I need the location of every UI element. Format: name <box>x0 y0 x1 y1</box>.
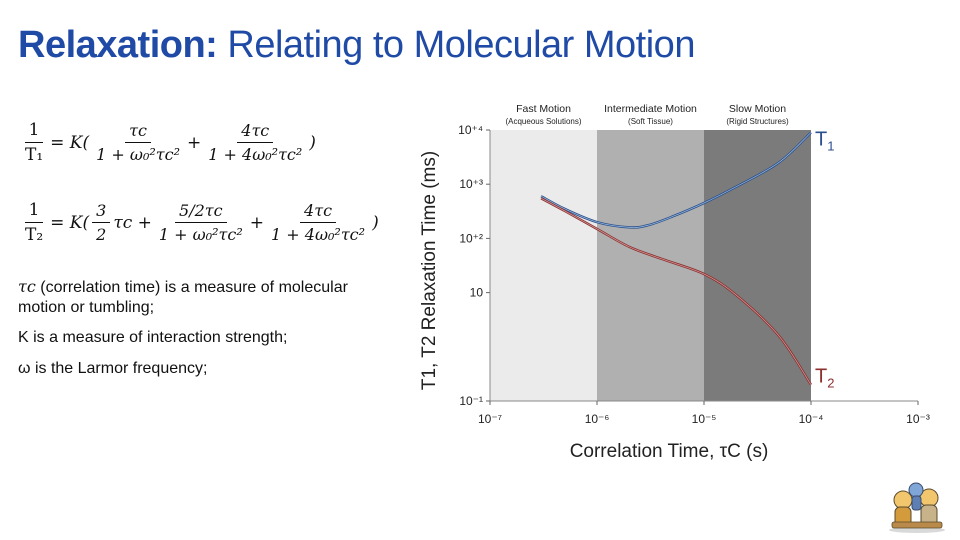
t2-term2-num: 4τc <box>300 201 337 223</box>
t2-eq: = K( <box>50 212 90 233</box>
equation-t1: 1 T₁ = K( τc 1 + ω₀²τc² + 4τc 1 + 4ω₀²τc² ) <box>18 120 316 165</box>
tau-description: τc (correlation time) is a measure of mo… <box>18 277 348 318</box>
y-tick-label-1: 10 <box>470 286 484 300</box>
k-description: K is a measure of interaction strength; <box>18 329 288 346</box>
series-label-t1: T1 <box>815 128 834 153</box>
y-tick-label-3: 10⁺³ <box>459 177 483 191</box>
t1-term2-num: 4τc <box>237 121 274 143</box>
y-tick-label-4: 10⁺⁴ <box>458 123 483 137</box>
x-tick-label-3: 10⁻⁴ <box>799 412 824 426</box>
series-highlight-t1 <box>540 132 812 228</box>
region-title-0: Fast Motion <box>516 103 571 115</box>
t2-close: ) <box>372 212 379 233</box>
region-subtitle-2: (Rigid Structures) <box>726 117 789 126</box>
region-title-2: Slow Motion <box>729 103 786 115</box>
tau-text: (correlation time) is a measure of molec… <box>18 279 348 316</box>
t1-lhs-den: T₁ <box>25 145 44 165</box>
t1-lhs-num: 1 <box>24 120 44 143</box>
t2-lhs-num: 1 <box>24 200 44 223</box>
region-subtitle-0: (Acqueous Solutions) <box>505 117 581 126</box>
region-title-1: Intermediate Motion <box>604 103 697 115</box>
t1-term1-num: τc <box>125 121 151 143</box>
title-bold: Relaxation: <box>18 24 218 66</box>
x-tick-label-1: 10⁻⁶ <box>585 412 610 426</box>
t1-term2-den: 1 + 4ω₀²τc² <box>208 145 303 164</box>
y-tick-label-2: 10⁺² <box>459 231 483 245</box>
y-axis-label: T1, T2 Relaxation Time (ms) <box>419 151 440 390</box>
series-label-t2: T2 <box>815 366 834 391</box>
t1-lhs: 1 T₁ <box>21 120 47 165</box>
title-rest: Relating to Molecular Motion <box>217 24 695 66</box>
t2-term1: 5/2τc 1 + ω₀²τc² <box>155 201 247 244</box>
t1-term1-den: 1 + ω₀²τc² <box>96 145 180 164</box>
omega-description: ω is the Larmor frequency; <box>18 360 208 377</box>
x-axis-label: Correlation Time, τC (s) <box>570 441 769 462</box>
t2-plus: + <box>249 212 265 233</box>
x-tick-label-2: 10⁻⁵ <box>692 412 717 426</box>
t1-term1: τc 1 + ω₀²τc² <box>92 121 184 164</box>
t2-lhs: 1 T₂ <box>21 200 47 245</box>
t1-close: ) <box>309 132 316 153</box>
t2-term0-den: 2 <box>96 225 107 244</box>
t1-eq: = K( <box>50 132 90 153</box>
t2-term0-tail: τc + <box>113 212 152 233</box>
slide-title: Relaxation: Relating to Molecular Motion <box>18 24 695 67</box>
region-subtitle-1: (Soft Tissue) <box>628 117 673 126</box>
region-band-0 <box>490 130 597 401</box>
tau-symbol: τc <box>18 277 36 296</box>
x-tick-label-4: 10⁻³ <box>906 412 930 426</box>
region-band-1 <box>597 130 704 401</box>
y-tick-label-0: 10⁻¹ <box>459 394 483 408</box>
series-highlight-t2 <box>540 197 812 385</box>
t2-term2: 4τc 1 + 4ω₀²τc² <box>267 201 369 244</box>
t2-term2-den: 1 + 4ω₀²τc² <box>271 225 366 244</box>
t2-lhs-den: T₂ <box>25 225 44 245</box>
t1-term2: 4τc 1 + 4ω₀²τc² <box>204 121 306 164</box>
x-tick-label-0: 10⁻⁷ <box>478 412 502 426</box>
t2-term1-den: 1 + ω₀²τc² <box>158 225 243 244</box>
t1-plus: + <box>187 132 202 153</box>
mascot-illustration <box>889 482 945 533</box>
t2-term0-num: 3 <box>92 201 111 223</box>
t2-term1-num: 5/2τc <box>175 201 227 223</box>
